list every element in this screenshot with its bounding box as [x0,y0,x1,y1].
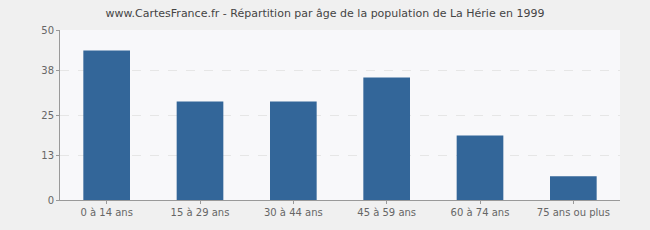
svg-text:45 à 59 ans: 45 à 59 ans [357,207,416,218]
svg-text:0 à 14 ans: 0 à 14 ans [80,207,132,218]
svg-text:25: 25 [41,110,54,121]
svg-text:0: 0 [48,195,54,206]
svg-text:13: 13 [41,150,54,161]
svg-text:50: 50 [41,25,54,36]
svg-text:60 à 74 ans: 60 à 74 ans [451,207,510,218]
svg-text:15 à 29 ans: 15 à 29 ans [171,207,230,218]
svg-text:38: 38 [41,65,54,76]
svg-text:www.CartesFrance.fr - Répartit: www.CartesFrance.fr - Répartition par âg… [106,7,545,20]
svg-text:75 ans ou plus: 75 ans ou plus [537,207,610,218]
svg-text:30 à 44 ans: 30 à 44 ans [264,207,323,218]
